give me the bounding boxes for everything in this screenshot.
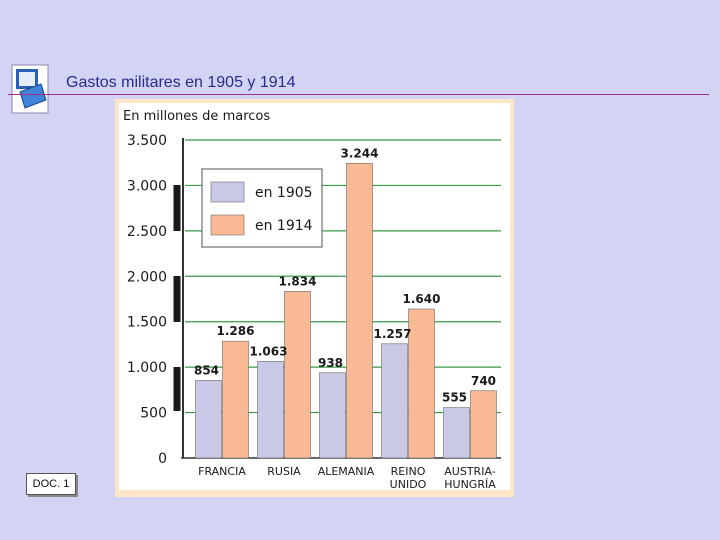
chart-figure: En millones de marcos 0 500 1.000 1.500 2.00…	[115, 99, 514, 497]
slides-logo-icon	[11, 64, 49, 114]
data-label: 938	[318, 356, 343, 370]
x-tick-label: ALEMANIA	[318, 465, 375, 478]
title-divider	[8, 94, 709, 95]
legend-label: en 1905	[255, 185, 313, 201]
data-label: 1.640	[403, 292, 441, 306]
data-label: 1.834	[279, 274, 317, 288]
y-tick-label: 2.500	[127, 224, 167, 240]
y-tick-label: 2.000	[127, 269, 167, 285]
legend-box	[201, 168, 323, 248]
data-label: 555	[442, 391, 467, 405]
data-label: 1.286	[217, 324, 255, 338]
legend-swatch	[210, 214, 245, 236]
legend-swatch	[210, 181, 245, 203]
y-tick-label: 500	[140, 406, 167, 422]
x-tick-label: FRANCIA	[198, 465, 246, 478]
y-tick-label: 0	[158, 451, 167, 467]
slide-title: Gastos militares en 1905 y 1914	[66, 74, 296, 91]
bar-1914	[470, 390, 497, 459]
data-label: 1.063	[250, 344, 288, 358]
y-tick-label: 3.500	[127, 133, 167, 149]
data-label: 740	[471, 374, 496, 388]
legend: en 1905 en 1914	[201, 168, 323, 248]
bar-chart: En millones de marcos 0 500 1.000 1.500 2.00…	[119, 103, 510, 491]
bar-1914	[346, 162, 373, 459]
bar-1905	[381, 343, 408, 459]
data-label: 854	[194, 363, 219, 377]
bar-1914	[222, 340, 249, 459]
bar-1914	[408, 308, 435, 459]
legend-label: en 1914	[255, 218, 313, 234]
y-axis-label: En millones de marcos	[123, 109, 270, 124]
bar-1905	[443, 407, 470, 459]
document-label: DOC. 1	[26, 473, 76, 495]
data-label: 3.244	[341, 146, 379, 160]
x-tick-label: RUSIA	[267, 465, 301, 478]
bar-1905	[319, 372, 346, 459]
bar-1905	[257, 361, 284, 459]
y-tick-label: 1.000	[127, 360, 167, 376]
y-tick-label: 1.500	[127, 315, 167, 331]
x-tick-label: AUSTRIA-	[444, 465, 495, 478]
x-tick-label: REINO	[391, 465, 426, 478]
x-tick-label: HUNGRÍA	[444, 478, 496, 491]
bar-1905	[195, 380, 222, 459]
y-tick-label: 3.000	[127, 178, 167, 194]
bar-1914	[284, 291, 311, 459]
data-label: 1.257	[374, 327, 412, 341]
x-tick-label: UNIDO	[390, 478, 427, 491]
